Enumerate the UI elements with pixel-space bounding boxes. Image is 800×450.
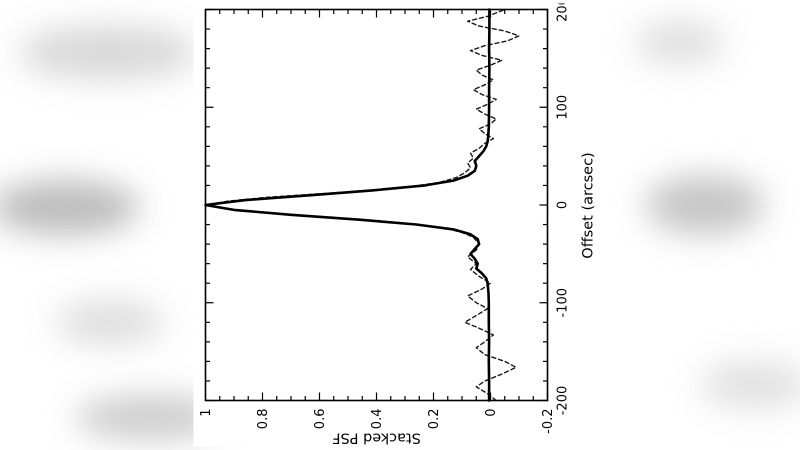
x-tick-label: -100 (556, 288, 571, 318)
y-tick-label: 0.8 (256, 409, 271, 430)
background-blur-blob (18, 25, 198, 80)
data-series (204, 8, 520, 402)
y-tick-label: 1 (199, 409, 214, 417)
x-tick-label: 0 (556, 201, 571, 209)
rotated-psf-figure: -200 -100 0 100 200 -0.2 0 0.2 0.4 0.6 0.8 1 Offset… (193, 3, 606, 447)
psf-line-chart: -200 -100 0 100 200 -0.2 0 0.2 0.4 0.6 0.8 1 Offset… (199, 4, 597, 446)
axis-tick-labels: -200 -100 0 100 200 -0.2 0 0.2 0.4 0.6 0.8 1 (199, 4, 571, 434)
series-solid-line (204, 8, 491, 402)
y-tick-label: 0.4 (370, 409, 385, 430)
background-blur-blob (700, 360, 800, 410)
axis-ticks (204, 8, 549, 402)
background-blur-blob (645, 175, 765, 235)
background-blur-blob (55, 300, 165, 345)
x-tick-label: -200 (556, 386, 571, 416)
background-blur-blob (0, 180, 140, 235)
background-blur-blob (635, 20, 725, 65)
y-tick-label: -0.2 (541, 409, 556, 434)
series-dashed-line (204, 8, 520, 402)
y-axis-label: Stacked PSF (332, 430, 421, 446)
x-axis-label: Offset (arcsec) (581, 152, 597, 258)
x-tick-label: 200 (556, 4, 571, 22)
x-tick-label: 100 (556, 95, 571, 120)
plot-frame (204, 8, 549, 402)
y-tick-label: 0.2 (427, 409, 442, 430)
y-tick-label: 0 (484, 409, 499, 417)
y-tick-label: 0.6 (313, 409, 328, 430)
